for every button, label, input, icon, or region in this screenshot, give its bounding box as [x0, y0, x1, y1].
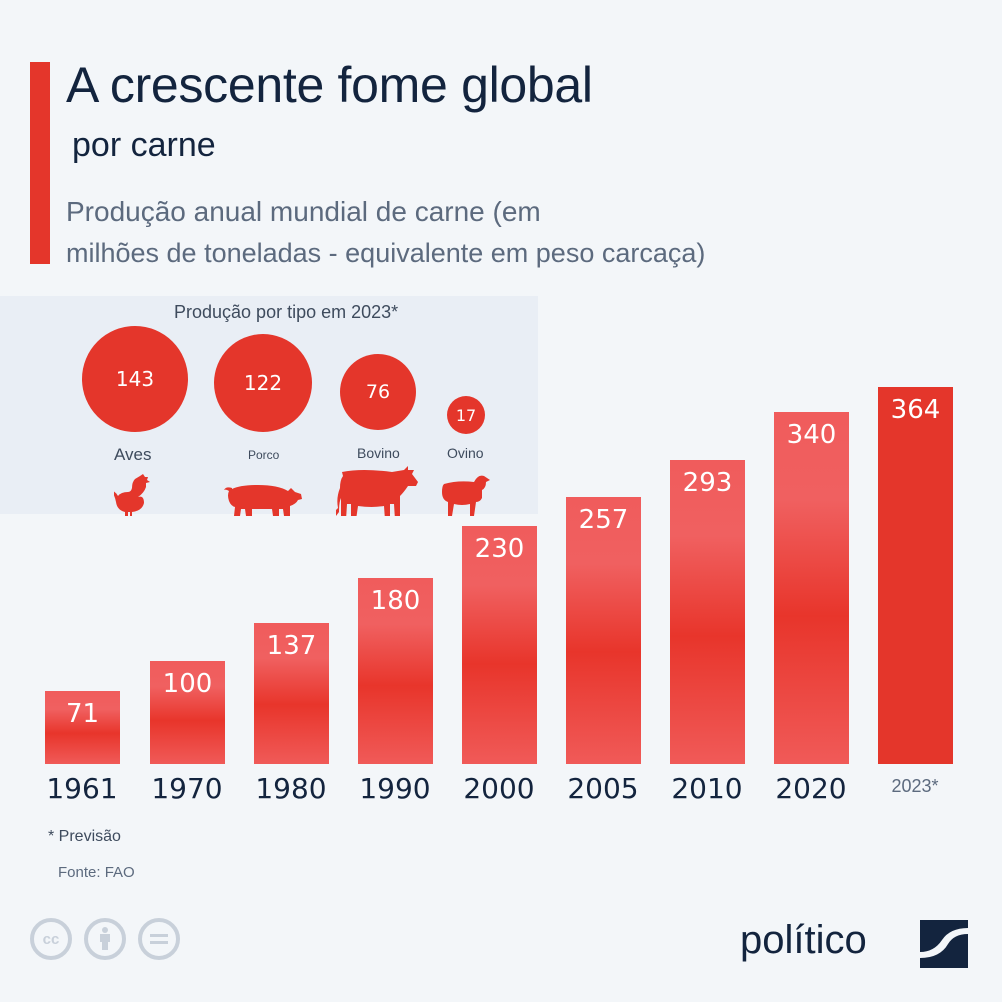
bar-1990: 180 — [358, 578, 433, 764]
year-label: 1961 — [46, 772, 118, 805]
bubble-value: 17 — [455, 405, 477, 425]
bar-2010: 293 — [670, 460, 745, 764]
chicken-icon — [114, 474, 150, 516]
pig-icon — [224, 485, 302, 516]
brand-name: político — [740, 918, 867, 962]
bubble-ovino: 17 — [447, 396, 485, 434]
page-title: A crescente fome global — [66, 57, 593, 113]
bubble-value: 122 — [243, 371, 283, 395]
bar-value: 100 — [162, 669, 213, 699]
bubble-label-aves: Aves — [114, 445, 152, 464]
bar-value: 71 — [65, 699, 100, 729]
cow-icon — [336, 466, 418, 516]
bar-1970: 100 — [150, 661, 225, 764]
bubble-value: 143 — [115, 367, 155, 391]
year-label: 1970 — [151, 772, 223, 805]
bubble-label-bovino: Bovino — [357, 445, 400, 461]
forecast-note: * Previsão — [48, 828, 121, 845]
bar-value: 137 — [266, 631, 317, 661]
bubble-porco: 122 — [214, 334, 312, 432]
year-label: 2010 — [671, 772, 743, 805]
bar-value: 257 — [578, 505, 629, 535]
year-label: 2020 — [775, 772, 847, 805]
bubble-value: 76 — [365, 381, 391, 403]
chart-description-line2: milhões de toneladas - equivalente em pe… — [66, 238, 706, 268]
year-label: 2000 — [463, 772, 535, 805]
bar-value: 180 — [370, 586, 421, 616]
title-accent-bar — [30, 62, 50, 264]
year-label: 2005 — [567, 772, 639, 805]
bubble-aves: 143 — [82, 326, 188, 432]
year-label: 1990 — [359, 772, 431, 805]
inset-title: Produção por tipo em 2023* — [174, 302, 399, 322]
license-icons: cc — [30, 918, 180, 960]
bubble-bovino: 76 — [340, 354, 416, 430]
bar-2000: 230 — [462, 526, 537, 764]
bar-2023-forecast: 364 — [878, 387, 953, 764]
bubble-label-ovino: Ovino — [447, 445, 484, 461]
bar-2005: 257 — [566, 497, 641, 764]
bar-1980: 137 — [254, 623, 329, 764]
bar-value: 293 — [682, 468, 733, 498]
bubble-label-porco: Porco — [248, 448, 280, 462]
no-derivatives-icon — [138, 918, 180, 960]
year-label: 1980 — [255, 772, 327, 805]
bar-1961: 71 — [45, 691, 120, 764]
brand-logo-icon — [920, 920, 968, 968]
source-note: Fonte: FAO — [58, 864, 135, 881]
attribution-icon — [84, 918, 126, 960]
bar-value: 340 — [786, 420, 837, 450]
bar-2020: 340 — [774, 412, 849, 764]
cc-icon: cc — [30, 918, 72, 960]
chart-description-line1: Produção anual mundial de carne (em — [66, 196, 541, 227]
bar-value: 364 — [890, 395, 941, 425]
page-subtitle: por carne — [72, 126, 216, 164]
sheep-icon — [442, 475, 490, 516]
year-label-forecast: 2023* — [891, 776, 939, 796]
bar-value: 230 — [474, 534, 525, 564]
